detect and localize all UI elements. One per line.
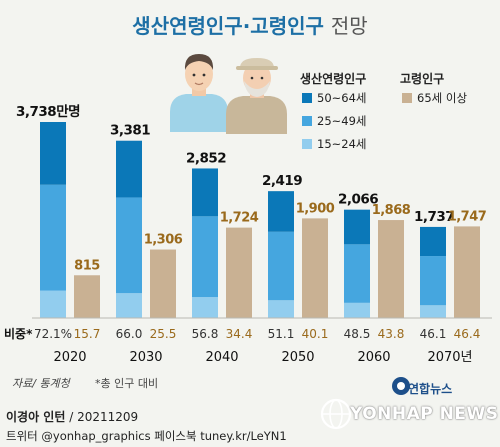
bar-elderly-0 [74,275,100,318]
value-label-elderly-3: 1,900 [296,201,335,216]
credit-line: 이경아 인턴 / 20211209 [6,408,138,425]
value-label-elderly-4: 1,868 [372,203,411,218]
bar-elderly-4 [378,220,404,318]
x-tick-label-5: 2070년 [427,350,472,365]
value-label-elderly-1: 1,306 [144,233,183,248]
bar-working-25-49-5 [420,256,446,306]
labels-layer: 3,738만명 815 72.1% 15.7 2020 3,381 1,306 66.0 25.… [4,103,487,365]
bar-elderly-3 [302,218,328,318]
value-label-working-3: 2,419 [262,173,302,189]
value-label-elderly-2: 1,724 [220,211,259,226]
source-note: 자료/ 통계청 [12,377,70,390]
bar-working-50-64-3 [268,191,294,232]
chart-title-main: 생산연령인구·고령인구 [132,14,324,38]
legend-swatch-65-plus [402,93,412,103]
legend-item-65-plus: 65세 이상 [402,90,467,106]
elderly-person-figure [226,58,287,134]
bar-working-50-64-4 [344,209,370,245]
yonhap-news-label: 연합뉴스 [408,382,453,396]
value-label-working-5: 1,737 [414,209,454,225]
bar-working-15-24-2 [192,297,218,318]
yonhap-logo-icon [392,377,410,395]
share-working-3: 51.1 [268,327,295,341]
share-row-label: 비중* [4,326,33,341]
x-tick-label-2: 2040 [205,350,238,365]
share-working-4: 48.5 [344,327,371,341]
share-working-0: 72.1% [34,327,72,341]
x-tick-label-3: 2050 [281,350,314,365]
legend-group-working-age: 생산연령인구 [300,72,367,86]
bar-working-15-24-3 [268,300,294,318]
bar-elderly-2 [226,227,252,318]
credit-name: 이경아 인턴 [6,410,66,424]
share-working-2: 56.8 [192,327,219,341]
value-label-elderly-5: 1,747 [448,209,487,224]
yonhap-globe-icon [320,398,352,430]
share-elderly-4: 43.8 [378,327,405,341]
bar-working-25-49-4 [344,244,370,303]
legend-label-50-64: 50~64세 [317,91,367,105]
bar-working-25-49-1 [116,197,142,294]
bar-working-25-49-3 [268,231,294,301]
bar-working-50-64-5 [420,226,446,257]
young-person-figure [170,54,228,132]
legend-item-25-49: 25~49세 [302,113,366,129]
legend-swatch-25-49 [302,116,312,126]
value-label-elderly-0: 815 [74,258,100,273]
people-illustration [170,54,287,134]
share-working-1: 66.0 [116,327,143,341]
value-label-working-1: 3,381 [110,123,150,139]
legend-label-15-24: 15~24세 [317,137,367,151]
bar-working-15-24-5 [420,305,446,318]
legend-item-15-24: 15~24세 [302,136,366,152]
legend-swatch-50-64 [302,93,312,103]
bar-working-50-64-1 [116,140,142,198]
chart-title: 생산연령인구·고령인구 전망 [0,10,500,39]
legend-swatch-15-24 [302,139,312,149]
value-label-working-0: 3,738만명 [16,103,80,120]
value-label-working-2: 2,852 [186,150,226,166]
legend-label-25-49: 25~49세 [317,114,367,128]
legend-item-50-64: 50~64세 [302,90,366,106]
agency-watermark: YONHAP NEWS [350,404,499,424]
credit-date: / 20211209 [69,410,139,424]
bar-working-15-24-1 [116,293,142,318]
share-elderly-2: 34.4 [226,327,253,341]
bars-layer [32,122,492,319]
x-tick-label-0: 2020 [53,350,86,365]
bar-elderly-1 [150,249,176,318]
x-tick-label-4: 2060 [357,350,390,365]
social-line: 트위터 @yonhap_graphics 페이스북 tuney.kr/LeYN1 [6,429,287,443]
footnote: *총 인구 대비 [95,377,159,390]
x-tick-label-1: 2030 [129,350,162,365]
share-working-5: 46.1 [420,327,447,341]
chart-title-sub: 전망 [330,14,368,38]
bar-working-25-49-0 [40,184,66,291]
share-elderly-0: 15.7 [74,327,101,341]
bar-working-50-64-2 [192,168,218,217]
bar-working-15-24-4 [344,302,370,318]
share-elderly-1: 25.5 [150,327,177,341]
bar-working-50-64-0 [40,122,66,185]
share-elderly-3: 40.1 [302,327,329,341]
legend-group-elderly: 고령인구 [400,72,445,86]
bar-working-25-49-2 [192,216,218,298]
bar-working-15-24-0 [40,290,66,318]
legend-label-65-plus: 65세 이상 [417,91,468,105]
share-elderly-5: 46.4 [454,327,481,341]
value-label-working-4: 2,066 [338,192,378,208]
bar-elderly-5 [454,226,480,318]
